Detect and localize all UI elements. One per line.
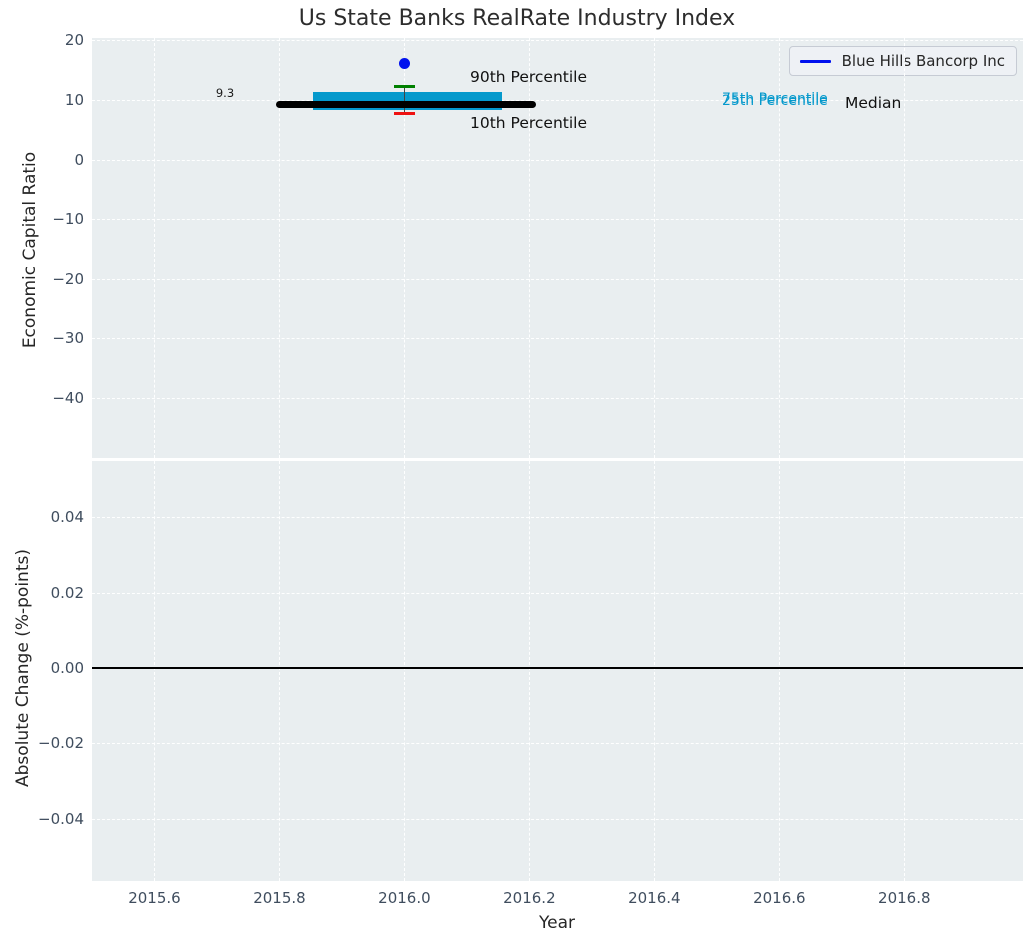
y-tick-label-bottom: −0.02 xyxy=(38,734,84,753)
gridline-horizontal xyxy=(92,159,1023,161)
gridline-vertical xyxy=(904,38,906,458)
gridline-horizontal xyxy=(92,743,1023,745)
whisker-line xyxy=(403,86,406,114)
y-tick-label-bottom: −0.04 xyxy=(38,809,84,828)
x-tick-label: 2016.4 xyxy=(628,889,681,907)
chart-title: Us State Banks RealRate Industry Index xyxy=(298,6,736,31)
x-axis-label: Year xyxy=(539,913,575,933)
y-tick-label-top: 20 xyxy=(64,31,84,50)
y-tick-label-top: −20 xyxy=(52,269,84,288)
legend-line-sample xyxy=(799,59,831,63)
top-subplot-economic-capital-ratio: Blue Hills Bancorp Inc 9.3 90th Percentil… xyxy=(92,38,1023,458)
y-tick-label-bottom: 0.00 xyxy=(50,658,84,677)
gridline-vertical xyxy=(654,38,656,458)
gridline-vertical xyxy=(279,461,281,881)
annotation-90th-percentile: 90th Percentile xyxy=(470,68,588,86)
annotation-9-3: 9.3 xyxy=(215,86,235,100)
gridline-vertical xyxy=(404,38,406,458)
y-tick-label-top: 10 xyxy=(64,90,84,109)
x-tick-label: 2016.8 xyxy=(878,889,931,907)
gridline-vertical xyxy=(779,38,781,458)
annotation-10th-percentile: 10th Percentile xyxy=(470,114,588,132)
x-tick-label: 2015.6 xyxy=(128,889,181,907)
y-tick-label-bottom: 0.04 xyxy=(50,508,84,527)
x-tick-label: 2015.8 xyxy=(253,889,306,907)
y-axis-label-top: Economic Capital Ratio xyxy=(20,151,40,349)
p90-tick xyxy=(393,85,416,89)
gridline-horizontal xyxy=(92,397,1023,399)
y-tick-label-top: −30 xyxy=(52,329,84,348)
x-tick-label: 2016.0 xyxy=(378,889,431,907)
gridline-vertical xyxy=(279,38,281,458)
legend-box: Blue Hills Bancorp Inc xyxy=(788,46,1017,76)
gridline-vertical xyxy=(529,461,531,881)
y-tick-label-top: −40 xyxy=(52,388,84,407)
gridline-horizontal xyxy=(92,99,1023,101)
gridline-horizontal xyxy=(92,818,1023,820)
x-tick-label: 2016.6 xyxy=(753,889,806,907)
gridline-vertical xyxy=(904,461,906,881)
legend-label: Blue Hills Bancorp Inc xyxy=(841,52,1005,70)
bottom-subplot-absolute-change xyxy=(92,461,1023,881)
gridline-vertical xyxy=(154,38,156,458)
gridline-vertical xyxy=(154,461,156,881)
gridline-horizontal xyxy=(92,592,1023,594)
company-data-point xyxy=(398,57,410,69)
y-tick-label-top: −10 xyxy=(52,210,84,229)
annotation-75th-percentile: 75th Percentile xyxy=(722,91,828,107)
gridline-horizontal xyxy=(92,40,1023,42)
gridline-horizontal xyxy=(92,219,1023,221)
annotation-median: Median xyxy=(845,94,902,112)
y-tick-label-top: 0 xyxy=(74,150,84,169)
gridline-vertical xyxy=(529,38,531,458)
y-tick-label-bottom: 0.02 xyxy=(50,583,84,602)
zero-line xyxy=(92,666,1023,669)
p10-tick xyxy=(393,112,416,116)
gridline-horizontal xyxy=(92,278,1023,280)
gridline-vertical xyxy=(779,461,781,881)
x-tick-label: 2016.2 xyxy=(503,889,556,907)
annotation-25th-percentile: 25th Percentile xyxy=(722,93,828,109)
median-line xyxy=(276,100,536,108)
gridline-vertical xyxy=(404,461,406,881)
gridline-vertical xyxy=(654,461,656,881)
gridline-horizontal xyxy=(92,517,1023,519)
gridline-horizontal xyxy=(92,338,1023,340)
